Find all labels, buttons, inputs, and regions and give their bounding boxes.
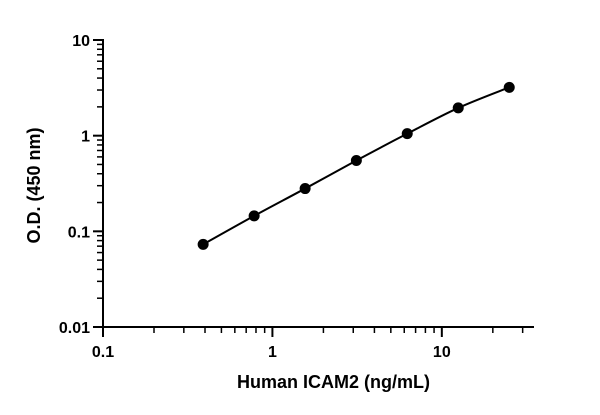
x-tick-label: 1 xyxy=(268,344,277,361)
data-point xyxy=(401,128,413,140)
data-points xyxy=(197,81,515,250)
x-tick-label: 10 xyxy=(433,344,451,361)
y-tick-label: 1 xyxy=(81,129,90,146)
data-point xyxy=(197,238,209,250)
x-tick-label: 0.1 xyxy=(92,344,114,361)
x-axis-title: Human ICAM2 (ng/mL) xyxy=(237,372,430,392)
tick-marks xyxy=(93,39,524,337)
y-tick-label: 0.1 xyxy=(68,224,90,241)
y-tick-label: 10 xyxy=(72,33,90,50)
data-point xyxy=(248,210,260,222)
y-axis-title: O.D. (450 nm) xyxy=(24,127,44,243)
data-point xyxy=(299,183,311,195)
data-point xyxy=(452,102,464,114)
data-point xyxy=(350,155,362,167)
data-point xyxy=(503,81,515,93)
y-tick-label: 0.01 xyxy=(59,320,90,337)
axes xyxy=(93,39,534,337)
